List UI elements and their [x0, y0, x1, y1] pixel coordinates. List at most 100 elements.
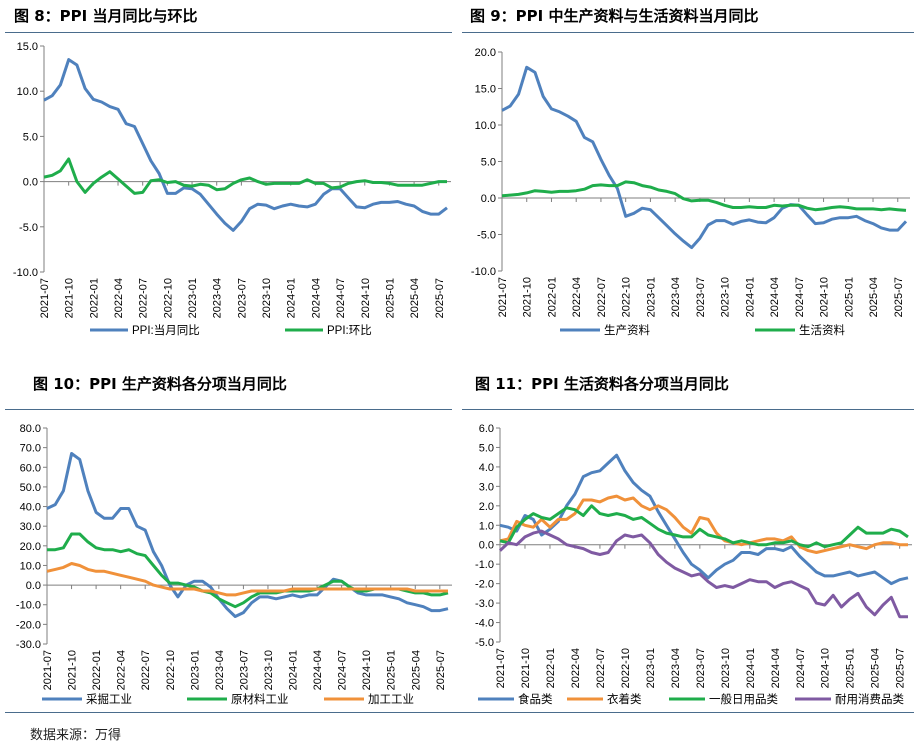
x-tick-label: 2021-07 — [42, 650, 54, 690]
x-tick-label: 2023-04 — [214, 650, 226, 690]
legend-label-3: 加工工业 — [368, 693, 414, 706]
series-line-1 — [46, 452, 449, 618]
x-tick-label: 2022-10 — [162, 278, 174, 318]
x-tick-label: 2021-07 — [497, 277, 509, 317]
legend-label-2: PPI:环比 — [327, 324, 372, 337]
x-tick-label: 2022-04 — [116, 650, 128, 690]
y-tick-label: -10.0 — [13, 267, 38, 279]
x-tick-label: 2022-07 — [595, 648, 607, 688]
x-tick-label: 2024-07 — [794, 277, 806, 317]
series-line-1 — [43, 58, 448, 232]
x-tick-label: 2023-01 — [189, 650, 201, 690]
bottom-rule — [5, 712, 914, 713]
y-tick-label: 2.0 — [479, 501, 494, 513]
x-tick-label: 2024-10 — [361, 650, 373, 690]
series-line-2 — [501, 180, 907, 212]
series-line-1 — [501, 65, 908, 250]
legend-label-1: 采掘工业 — [86, 692, 132, 706]
x-tick-label: 2022-01 — [546, 277, 558, 317]
y-tick-label: -10.0 — [16, 600, 41, 612]
x-tick-label: 2022-01 — [91, 650, 103, 690]
chart10-rule — [5, 409, 452, 410]
x-tick-label: 2025-01 — [845, 648, 857, 688]
y-tick-label: 20.0 — [475, 47, 496, 59]
x-tick-label: 2024-07 — [795, 648, 807, 688]
x-tick-label: 2021-10 — [520, 648, 532, 688]
x-tick-label: 2024-04 — [770, 648, 782, 688]
x-tick-label: 2023-01 — [645, 648, 657, 688]
x-tick-label: 2025-04 — [870, 648, 882, 688]
x-tick-label: 2025-04 — [868, 277, 880, 317]
x-tick-label: 2023-04 — [212, 278, 224, 318]
y-tick-label: -4.0 — [475, 618, 494, 630]
x-tick-label: 2024-01 — [744, 277, 756, 317]
x-tick-label: 2023-07 — [695, 648, 707, 688]
x-tick-label: 2024-07 — [335, 278, 347, 318]
series-line-3 — [499, 504, 909, 549]
chart8-title: 图 8：PPI 当月同比与环比 — [14, 7, 198, 25]
x-tick-label: 2025-01 — [386, 650, 398, 690]
legend-label-2: 生活资料 — [799, 323, 845, 337]
x-tick-label: 2023-01 — [187, 278, 199, 318]
x-tick-label: 2024-10 — [820, 648, 832, 688]
x-tick-label: 2022-07 — [138, 278, 150, 318]
series-line-4 — [498, 529, 908, 619]
y-tick-label: -3.0 — [475, 598, 494, 610]
y-tick-label: 60.0 — [20, 462, 41, 474]
x-tick-label: 2023-07 — [238, 650, 250, 690]
legend-label-3: 一般日用品类 — [709, 692, 778, 706]
x-tick-label: 2021-10 — [64, 278, 76, 318]
legend-label-1: 生产资料 — [604, 323, 650, 337]
y-tick-label: 0.0 — [26, 580, 41, 592]
x-tick-label: 2022-07 — [140, 650, 152, 690]
x-tick-label: 2023-10 — [720, 277, 732, 317]
x-tick-label: 2023-10 — [720, 648, 732, 688]
chart11-rule — [462, 409, 914, 410]
y-tick-label: -10.0 — [471, 266, 496, 278]
legend-label-4: 耐用消费品类 — [835, 692, 904, 706]
y-tick-label: 1.0 — [479, 520, 494, 532]
y-tick-label: -20.0 — [16, 619, 41, 631]
x-tick-label: 2024-01 — [745, 648, 757, 688]
x-tick-label: 2022-10 — [165, 650, 177, 690]
y-tick-label: 5.0 — [479, 442, 494, 454]
y-tick-label: 10.0 — [20, 560, 41, 572]
x-tick-label: 2024-04 — [312, 650, 324, 690]
y-tick-label: -5.0 — [475, 637, 494, 649]
x-tick-label: 2025-07 — [434, 278, 446, 318]
x-tick-label: 2025-07 — [435, 650, 447, 690]
y-tick-label: 4.0 — [479, 462, 494, 474]
y-tick-label: 6.0 — [479, 423, 494, 435]
x-tick-label: 2024-04 — [769, 277, 781, 317]
y-tick-label: 0.0 — [479, 540, 494, 552]
x-tick-label: 2022-04 — [570, 648, 582, 688]
x-tick-label: 2025-07 — [895, 648, 907, 688]
y-tick-label: 50.0 — [20, 482, 41, 494]
chart9-rule — [462, 32, 914, 33]
x-tick-label: 2025-01 — [843, 277, 855, 317]
y-tick-label: 80.0 — [20, 423, 41, 435]
x-tick-label: 2025-04 — [410, 650, 422, 690]
y-tick-label: 10.0 — [17, 86, 38, 98]
legend-label-1: 食品类 — [518, 692, 553, 706]
y-tick-label: 10.0 — [475, 120, 496, 132]
chart11-title: 图 11：PPI 生活资料各分项当月同比 — [475, 375, 729, 393]
x-tick-label: 2021-10 — [522, 277, 534, 317]
chart10-title: 图 10：PPI 生产资料各分项当月同比 — [33, 375, 287, 393]
y-tick-label: -5.0 — [477, 230, 496, 242]
x-tick-label: 2022-01 — [545, 648, 557, 688]
x-tick-label: 2022-10 — [621, 277, 633, 317]
y-tick-label: -1.0 — [475, 559, 494, 571]
x-tick-label: 2023-10 — [263, 650, 275, 690]
chart8-rule — [5, 32, 452, 33]
y-tick-label: 15.0 — [475, 84, 496, 96]
chart11-living-subitems-yoy: 6.0 5.0 4.0 3.0 2.0 1.0 0.0 -1.0 -2.0 -3.0 -4.0 -5.… — [475, 423, 912, 706]
x-tick-label: 2023-04 — [670, 277, 682, 317]
y-tick-label: -5.0 — [19, 222, 38, 234]
y-tick-label: 30.0 — [20, 521, 41, 533]
x-tick-label: 2024-10 — [819, 277, 831, 317]
x-tick-label: 2022-10 — [620, 648, 632, 688]
x-tick-label: 2022-07 — [596, 277, 608, 317]
chart10-production-subitems-yoy: 80.0 70.0 60.0 50.0 40.0 30.0 20.0 10.0 0.0 -10.0… — [16, 423, 452, 706]
